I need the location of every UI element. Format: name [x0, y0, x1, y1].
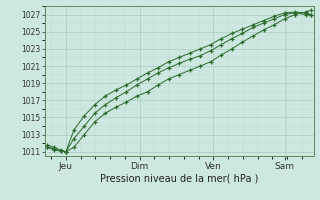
X-axis label: Pression niveau de la mer( hPa ): Pression niveau de la mer( hPa ): [100, 173, 258, 183]
